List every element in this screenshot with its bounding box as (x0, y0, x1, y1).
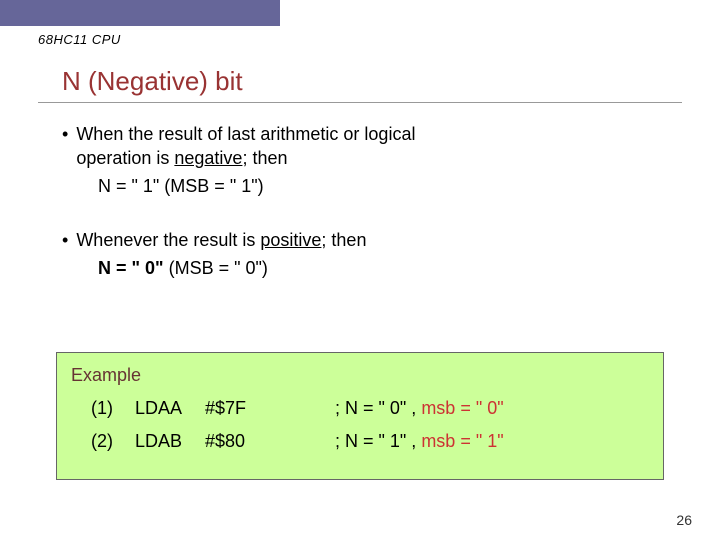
bullet-2: • Whenever the result is positive; then (62, 228, 662, 252)
bullet-1-line2b: ; then (242, 148, 287, 168)
comment-msb: msb = " 1" (421, 431, 503, 451)
page-number: 26 (676, 512, 692, 528)
bullet-2-line-a: Whenever the result is (76, 230, 260, 250)
example-row-operand: #$7F (205, 398, 335, 419)
bullet-2-equation: N = " 0" (MSB = " 0") (98, 256, 662, 280)
slide-title: N (Negative) bit (62, 66, 243, 97)
bullet-dot: • (62, 122, 68, 146)
header-label: 68HC11 CPU (38, 32, 121, 47)
example-title: Example (71, 365, 649, 386)
bullet-2-text: Whenever the result is positive; then (76, 228, 366, 252)
example-row-operand: #$80 (205, 431, 335, 452)
comment-msb: msb = " 0" (421, 398, 503, 418)
comment-pre: ; N = " 1" , (335, 431, 421, 451)
bullet-2-eq-rest: (MSB = " 0") (164, 258, 268, 278)
bullet-2-eq-bold: N = " 0" (98, 258, 164, 278)
example-row-num: (2) (91, 431, 135, 452)
bullet-2-line-b: ; then (321, 230, 366, 250)
example-row-1: (1) LDAA #$7F ; N = " 0" , msb = " 0" (71, 398, 649, 419)
bullet-dot: • (62, 228, 68, 252)
bullet-1-underline: negative (174, 148, 242, 168)
example-box: Example (1) LDAA #$7F ; N = " 0" , msb =… (56, 352, 664, 480)
bullet-1-equation: N = " 1" (MSB = " 1") (98, 174, 662, 198)
bullet-1-line2a: operation is (76, 148, 174, 168)
top-accent-bar (0, 0, 280, 26)
comment-pre: ; N = " 0" , (335, 398, 421, 418)
bullet-2-underline: positive (260, 230, 321, 250)
example-row-comment: ; N = " 0" , msb = " 0" (335, 398, 504, 419)
bullet-1: • When the result of last arithmetic or … (62, 122, 662, 170)
example-row-2: (2) LDAB #$80 ; N = " 1" , msb = " 1" (71, 431, 649, 452)
example-row-instr: LDAB (135, 431, 205, 452)
title-underline (38, 102, 682, 103)
example-row-instr: LDAA (135, 398, 205, 419)
example-row-num: (1) (91, 398, 135, 419)
bullet-1-line1: When the result of last arithmetic or lo… (76, 124, 415, 144)
content-area: • When the result of last arithmetic or … (62, 122, 662, 280)
example-row-comment: ; N = " 1" , msb = " 1" (335, 431, 504, 452)
bullet-1-text: When the result of last arithmetic or lo… (76, 122, 415, 170)
